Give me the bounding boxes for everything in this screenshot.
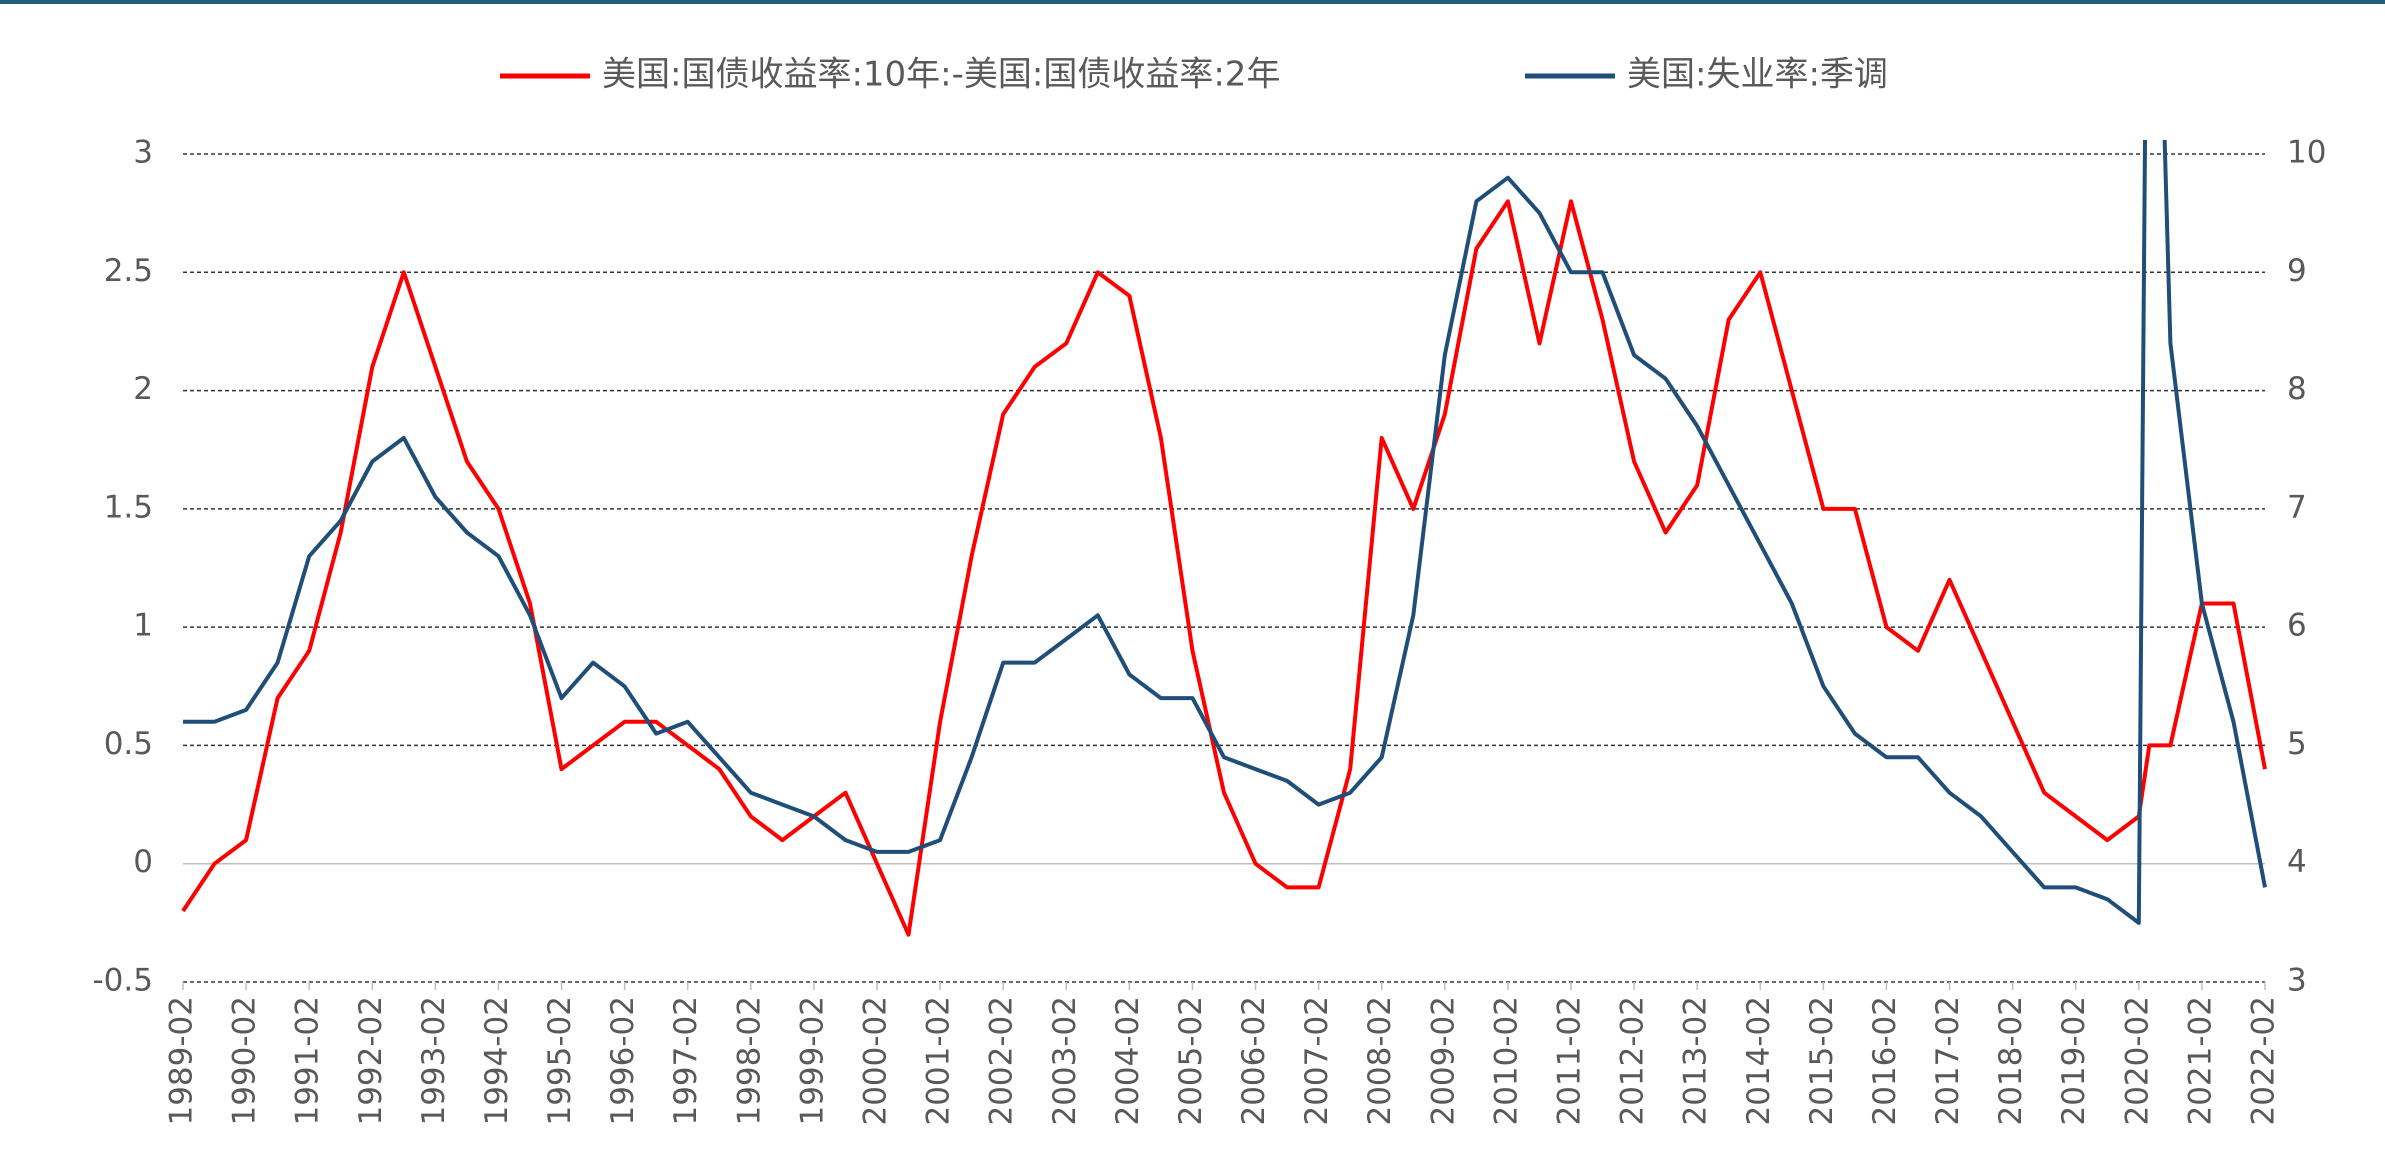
x-tick-label: 2012-02	[1615, 996, 1651, 1126]
legend-label: 美国:失业率:季调	[1627, 55, 1888, 95]
x-tick-label: 2009-02	[1425, 996, 1461, 1126]
x-tick-label: 2011-02	[1552, 996, 1588, 1126]
x-tick-label: 1999-02	[794, 996, 830, 1126]
y-tick-label: 2.5	[104, 253, 153, 289]
y2-tick-label: 3	[2287, 963, 2307, 999]
y2-tick-label: 5	[2287, 726, 2307, 762]
y-tick-label: 0	[133, 844, 153, 880]
x-tick-label: 2000-02	[858, 996, 894, 1126]
x-tick-label: 1989-02	[164, 996, 200, 1126]
x-tick-label: 2005-02	[1173, 996, 1209, 1126]
x-tick-label: 1997-02	[668, 996, 704, 1126]
legend-label: 美国:国债收益率:10年:-美国:国债收益率:2年	[602, 55, 1280, 95]
x-tick-label: 1991-02	[290, 996, 326, 1126]
x-tick-label: 2018-02	[1993, 996, 2029, 1126]
y-tick-label: 0.5	[104, 726, 153, 762]
y-tick-label: 1	[133, 608, 153, 644]
x-tick-label: 2001-02	[921, 996, 957, 1126]
y2-tick-label: 10	[2287, 135, 2326, 171]
y-tick-label: 2	[133, 371, 153, 407]
x-tick-label: 2017-02	[1930, 996, 1966, 1126]
x-tick-label: 2013-02	[1678, 996, 1714, 1126]
x-tick-label: 2002-02	[984, 996, 1020, 1126]
x-tick-label: 1996-02	[605, 996, 641, 1126]
x-tick-label: 1992-02	[353, 996, 389, 1126]
x-tick-label: 2007-02	[1299, 996, 1335, 1126]
x-tick-label: 1993-02	[416, 996, 452, 1126]
x-tick-label: 1990-02	[227, 996, 263, 1126]
x-tick-label: 2020-02	[2119, 996, 2155, 1126]
x-tick-label: 2004-02	[1110, 996, 1146, 1126]
x-tick-label: 2003-02	[1047, 996, 1083, 1126]
series-line	[181, 199, 2267, 937]
x-tick-label: 2016-02	[1867, 996, 1903, 1126]
y-tick-label: 3	[133, 135, 153, 171]
y2-tick-label: 6	[2287, 608, 2307, 644]
y2-tick-label: 7	[2287, 489, 2307, 525]
y2-tick-label: 9	[2287, 253, 2307, 289]
x-tick-label: 2021-02	[2182, 996, 2218, 1126]
x-tick-label: 2006-02	[1236, 996, 1272, 1126]
plot-area	[181, 140, 2267, 937]
y-tick-label: -0.5	[93, 963, 154, 999]
x-tick-label: 2010-02	[1488, 996, 1524, 1126]
x-tick-label: 2008-02	[1362, 996, 1398, 1126]
y2-tick-label: 8	[2287, 371, 2307, 407]
y-tick-label: 1.5	[104, 489, 153, 525]
y2-tick-label: 4	[2287, 844, 2307, 880]
x-tick-label: 2019-02	[2056, 996, 2092, 1126]
x-tick-label: 1995-02	[542, 996, 578, 1126]
series-line	[183, 140, 2267, 925]
x-tick-label: 2014-02	[1741, 996, 1777, 1126]
x-tick-label: 2015-02	[1804, 996, 1840, 1126]
x-tick-label: 2022-02	[2246, 996, 2282, 1126]
x-tick-label: 1998-02	[731, 996, 767, 1126]
x-tick-label: 1994-02	[479, 996, 515, 1126]
top-border	[0, 0, 2385, 4]
